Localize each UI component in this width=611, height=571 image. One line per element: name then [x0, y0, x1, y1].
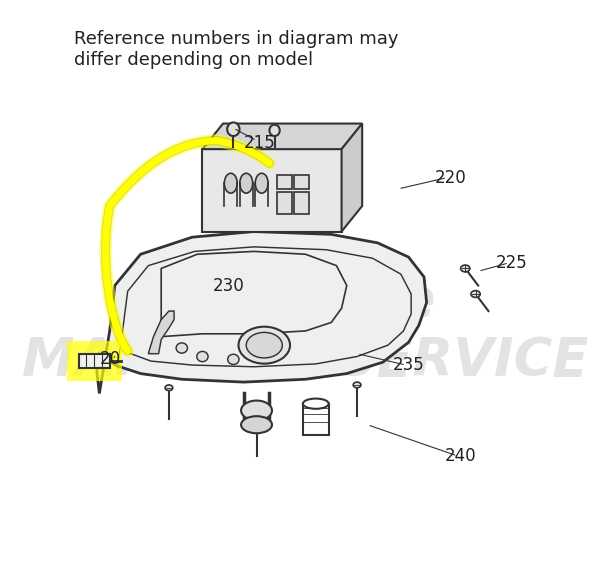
Text: 225: 225: [496, 254, 528, 272]
Ellipse shape: [353, 382, 361, 388]
FancyBboxPatch shape: [294, 192, 309, 215]
Ellipse shape: [228, 354, 239, 364]
Text: 220: 220: [434, 168, 466, 187]
Polygon shape: [342, 123, 362, 231]
Text: 20: 20: [100, 351, 120, 368]
FancyBboxPatch shape: [202, 149, 342, 231]
Ellipse shape: [224, 173, 237, 193]
Circle shape: [269, 124, 280, 136]
FancyBboxPatch shape: [67, 341, 122, 381]
Ellipse shape: [241, 416, 272, 433]
Text: 235: 235: [393, 356, 425, 374]
FancyBboxPatch shape: [277, 175, 291, 189]
Text: Lakeside
MARINE & SERVICE: Lakeside MARINE & SERVICE: [23, 275, 588, 387]
Text: 230: 230: [213, 276, 244, 295]
Ellipse shape: [246, 332, 282, 358]
Polygon shape: [202, 123, 362, 149]
FancyBboxPatch shape: [79, 353, 109, 368]
Ellipse shape: [197, 351, 208, 361]
Text: 215: 215: [244, 134, 276, 152]
Ellipse shape: [238, 327, 290, 364]
FancyBboxPatch shape: [303, 404, 329, 435]
Text: 240: 240: [445, 447, 477, 465]
Polygon shape: [97, 231, 426, 393]
Ellipse shape: [303, 399, 329, 409]
Ellipse shape: [176, 343, 188, 353]
Ellipse shape: [461, 265, 470, 272]
Ellipse shape: [240, 173, 253, 193]
FancyBboxPatch shape: [294, 175, 309, 189]
Ellipse shape: [165, 385, 173, 391]
Polygon shape: [148, 311, 174, 353]
Text: Reference numbers in diagram may
differ depending on model: Reference numbers in diagram may differ …: [73, 30, 398, 69]
Ellipse shape: [255, 173, 268, 193]
Circle shape: [227, 122, 240, 136]
FancyBboxPatch shape: [277, 192, 291, 215]
Ellipse shape: [471, 291, 480, 297]
Ellipse shape: [241, 401, 272, 420]
